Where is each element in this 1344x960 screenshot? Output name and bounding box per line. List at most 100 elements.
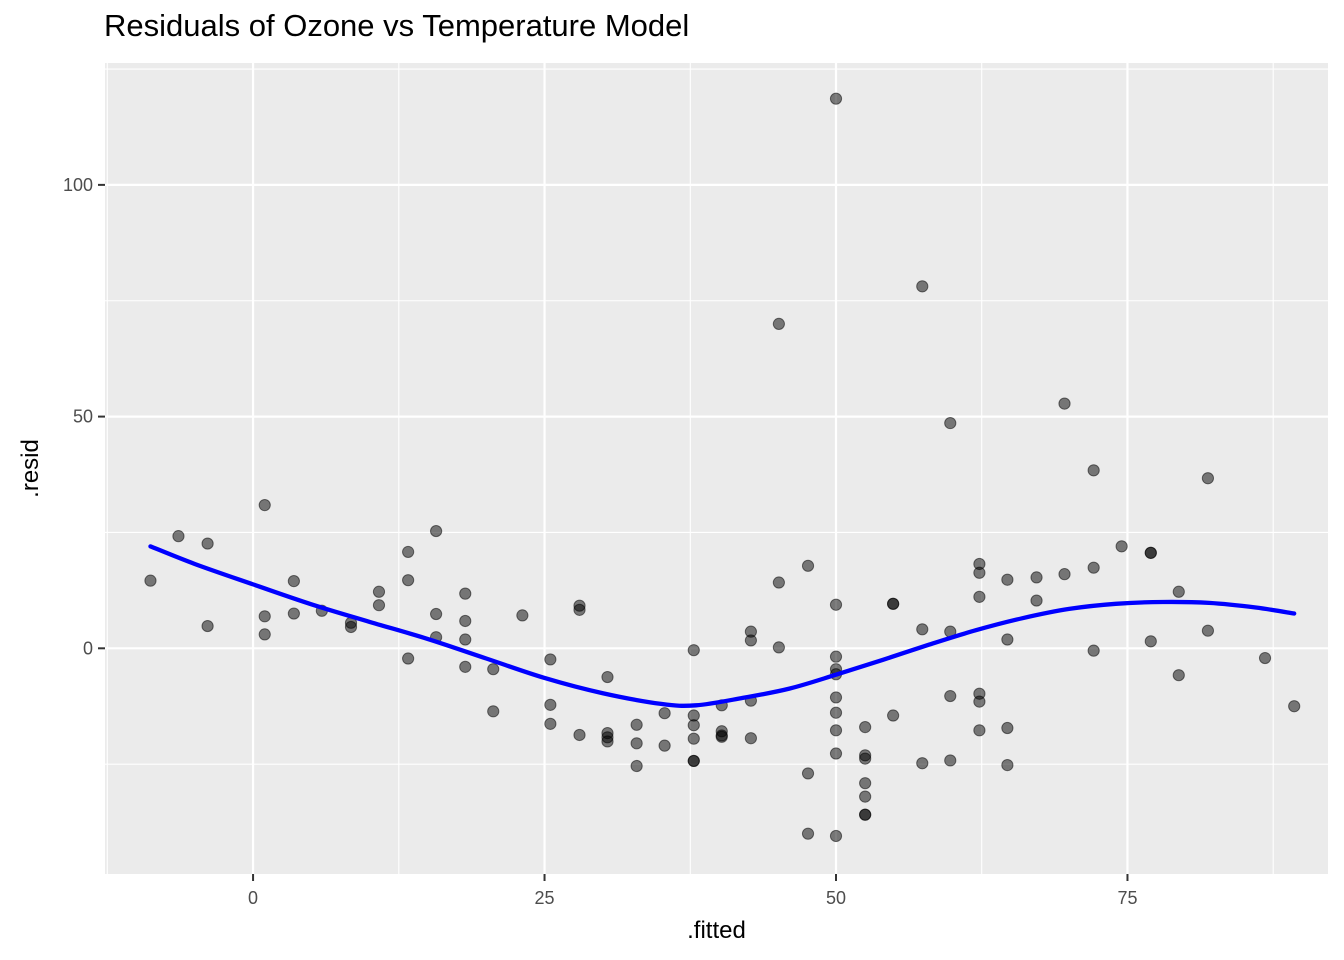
data-point [630, 759, 643, 773]
data-point [544, 717, 557, 730]
data-point [201, 619, 214, 633]
data-point [544, 653, 557, 666]
data-point [402, 574, 415, 587]
x-axis-title: .fitted [687, 917, 746, 944]
data-point [1001, 633, 1014, 646]
data-point [1030, 594, 1043, 607]
data-point [944, 416, 957, 430]
data-point [1087, 464, 1100, 477]
data-point [1258, 651, 1272, 665]
data-point [944, 689, 957, 703]
data-point [402, 652, 415, 665]
chart-title: Residuals of Ozone vs Temperature Model [104, 8, 690, 43]
data-point [973, 566, 986, 579]
data-point [829, 747, 843, 760]
data-point [1001, 721, 1014, 735]
data-point [201, 537, 214, 550]
smooth-trend-line [148, 544, 1297, 708]
data-point [1115, 540, 1128, 553]
data-point [601, 670, 614, 684]
y-axis-title: .resid [17, 439, 44, 498]
data-point [801, 767, 815, 780]
data-point [487, 705, 500, 718]
data-point [258, 499, 271, 512]
data-point [1201, 472, 1215, 485]
data-point [287, 607, 300, 620]
data-point [487, 663, 500, 676]
x-tick-label: 25 [535, 888, 555, 908]
y-tick-label: 50 [73, 407, 93, 427]
data-point [744, 634, 757, 647]
data-point [744, 732, 757, 745]
data-point [1001, 573, 1014, 586]
data-point [658, 707, 671, 720]
data-point [772, 641, 785, 654]
data-point [687, 719, 700, 732]
data-point [372, 585, 386, 598]
data-point [973, 590, 986, 603]
data-point [687, 644, 700, 657]
data-point [715, 730, 728, 743]
y-tick-label: 100 [63, 175, 93, 195]
data-point [829, 650, 843, 663]
data-point [687, 754, 700, 768]
data-point [630, 737, 643, 750]
data-point [1172, 669, 1185, 682]
data-point [1144, 546, 1157, 559]
data-point [887, 597, 900, 610]
data-point [829, 92, 843, 105]
x-tick-label: 75 [1117, 888, 1137, 908]
data-point [1172, 585, 1185, 598]
data-point [516, 609, 529, 622]
grid-lines [105, 63, 1328, 874]
data-point [344, 620, 358, 634]
data-point [829, 598, 843, 611]
data-point [801, 559, 815, 572]
data-point [887, 709, 900, 722]
data-point [1058, 397, 1071, 410]
data-point [459, 587, 472, 600]
data-point [687, 732, 700, 745]
data-point [829, 691, 843, 704]
data-point [859, 790, 872, 803]
data-point [859, 752, 872, 765]
data-point [1288, 700, 1301, 713]
data-point [859, 720, 872, 734]
data-point [973, 724, 986, 737]
data-point [430, 607, 443, 621]
data-point [916, 280, 929, 293]
data-point [829, 724, 843, 737]
data-point [1144, 635, 1157, 648]
data-point [1087, 561, 1100, 574]
data-point [372, 599, 386, 612]
data-point [258, 610, 271, 623]
data-point [430, 524, 443, 538]
data-points [144, 92, 1301, 843]
data-point [1058, 568, 1071, 581]
data-point [1001, 758, 1014, 772]
data-point [459, 614, 472, 628]
data-point [601, 735, 614, 748]
data-point [630, 718, 643, 731]
y-tick-label: 0 [83, 638, 93, 658]
data-point [829, 829, 843, 843]
data-point [859, 808, 872, 821]
x-tick-label: 50 [826, 888, 846, 908]
data-point [287, 575, 300, 588]
data-point [859, 777, 872, 790]
data-point [1030, 571, 1043, 584]
data-point [916, 623, 929, 636]
data-point [801, 827, 815, 840]
data-point [402, 545, 415, 559]
data-point [544, 698, 557, 711]
data-point [459, 660, 472, 673]
x-tick-label: 0 [248, 888, 258, 908]
data-point [1201, 624, 1215, 637]
data-point [258, 628, 271, 641]
axes: 0 25 50 75 0 50 100 [63, 175, 1138, 908]
data-point [944, 754, 957, 767]
data-point [573, 603, 586, 616]
data-point [144, 574, 157, 587]
data-point [916, 757, 929, 770]
